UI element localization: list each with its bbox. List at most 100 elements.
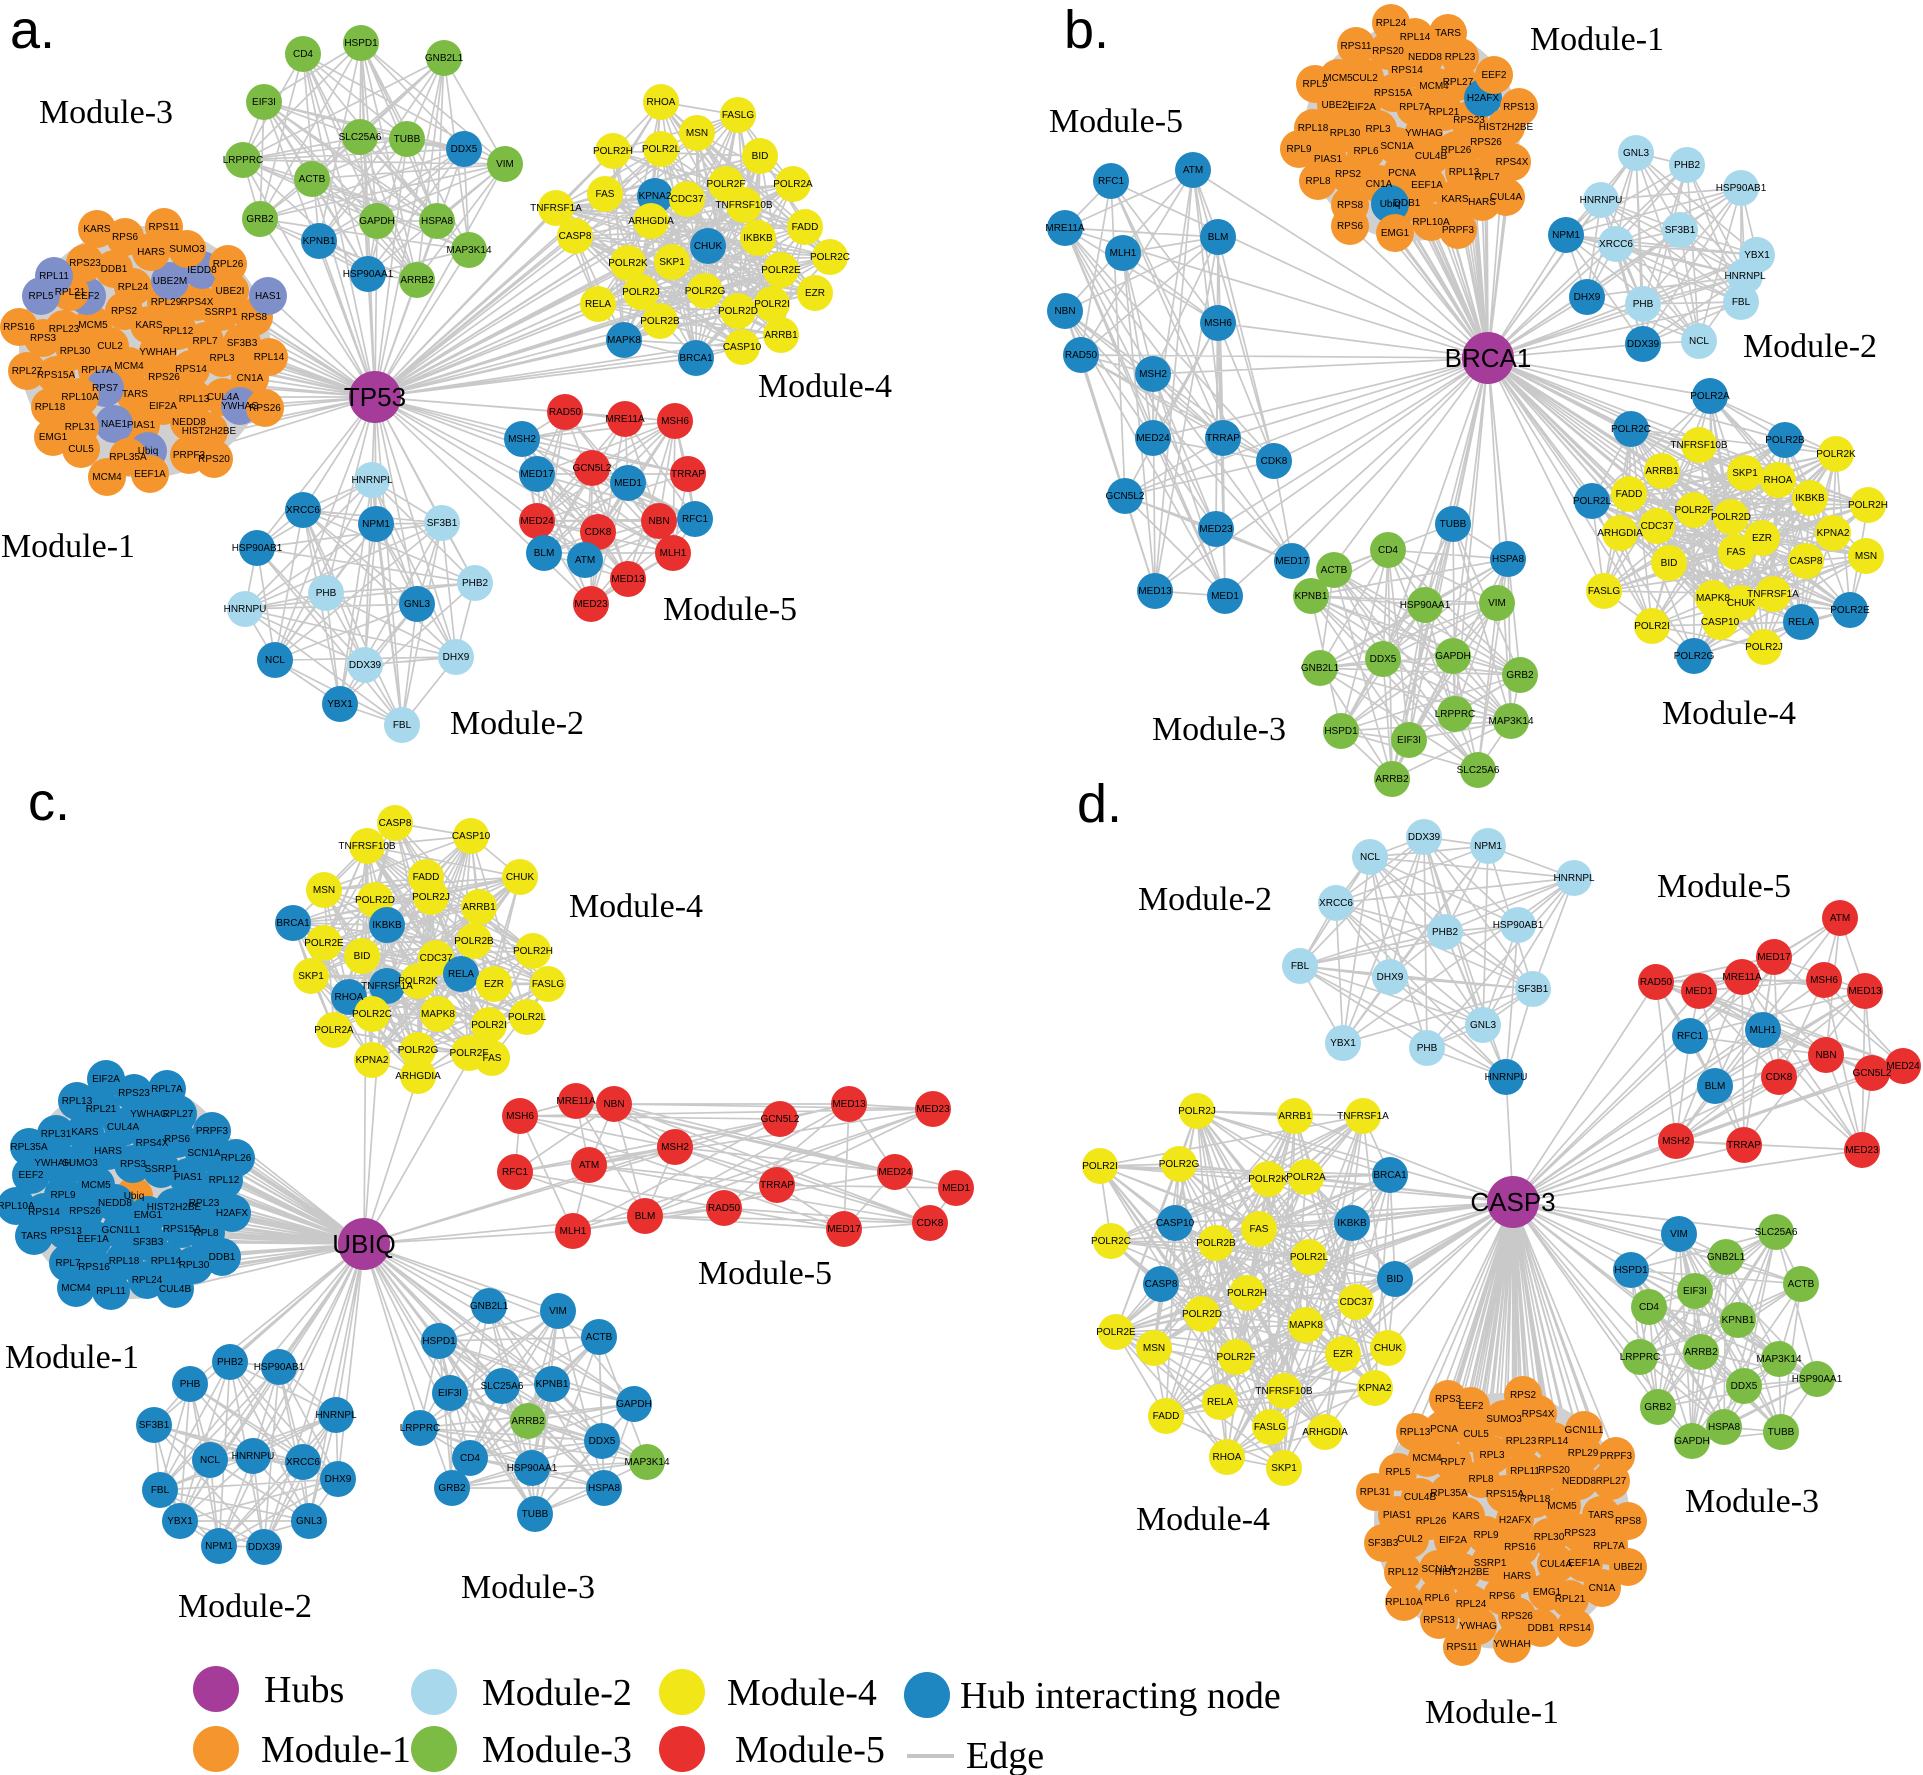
svg-text:NEDD8: NEDD8 bbox=[172, 417, 206, 428]
svg-text:GNL3: GNL3 bbox=[1470, 1020, 1497, 1031]
svg-text:TRRAP: TRRAP bbox=[760, 1180, 794, 1191]
svg-text:MED17: MED17 bbox=[520, 469, 554, 480]
svg-text:RPL3: RPL3 bbox=[209, 353, 234, 364]
svg-text:DDB1: DDB1 bbox=[101, 264, 128, 275]
svg-text:VIM: VIM bbox=[549, 1306, 567, 1317]
svg-text:EEF1A: EEF1A bbox=[134, 469, 166, 480]
svg-text:UBE2I: UBE2I bbox=[1322, 100, 1351, 111]
svg-text:RPL7A: RPL7A bbox=[1399, 102, 1431, 113]
svg-text:POLR2F: POLR2F bbox=[1675, 505, 1714, 516]
svg-text:HSP90AA1: HSP90AA1 bbox=[343, 269, 394, 280]
svg-text:RPS26: RPS26 bbox=[1501, 1611, 1533, 1622]
svg-text:POLR2E: POLR2E bbox=[761, 265, 801, 276]
svg-text:XRCC6: XRCC6 bbox=[286, 1457, 320, 1468]
svg-text:GAPDH: GAPDH bbox=[1435, 651, 1471, 662]
svg-text:CHUK: CHUK bbox=[1374, 1343, 1403, 1354]
svg-text:GNB2L1: GNB2L1 bbox=[425, 53, 464, 64]
svg-text:RPS2: RPS2 bbox=[111, 306, 138, 317]
svg-text:CHUK: CHUK bbox=[694, 241, 723, 252]
svg-text:c.: c. bbox=[28, 772, 70, 832]
svg-text:RPS6: RPS6 bbox=[1489, 1591, 1516, 1602]
svg-text:MED1: MED1 bbox=[614, 478, 642, 489]
svg-text:XRCC6: XRCC6 bbox=[1599, 239, 1633, 250]
svg-text:MAPK8: MAPK8 bbox=[421, 1009, 455, 1020]
svg-text:FASLG: FASLG bbox=[722, 110, 754, 121]
svg-text:MSN: MSN bbox=[1143, 1343, 1165, 1354]
svg-text:EEF2: EEF2 bbox=[74, 291, 99, 302]
svg-text:MED23: MED23 bbox=[1845, 1145, 1879, 1156]
svg-text:DDX39: DDX39 bbox=[1627, 339, 1660, 350]
svg-text:RPS6: RPS6 bbox=[164, 1134, 191, 1145]
svg-text:CUL4A: CUL4A bbox=[207, 392, 240, 403]
svg-text:NEDD8: NEDD8 bbox=[1408, 52, 1442, 63]
svg-text:RPS15A: RPS15A bbox=[1374, 88, 1413, 99]
svg-text:YBX1: YBX1 bbox=[167, 1516, 193, 1527]
svg-text:CUL4B: CUL4B bbox=[159, 1284, 192, 1295]
svg-text:YWHAG: YWHAG bbox=[1459, 1621, 1497, 1632]
svg-text:SCN1A: SCN1A bbox=[1421, 1564, 1455, 1575]
svg-text:HNRNPL: HNRNPL bbox=[1553, 873, 1595, 884]
svg-text:RPL13: RPL13 bbox=[62, 1096, 93, 1107]
svg-text:CUL2: CUL2 bbox=[97, 341, 123, 352]
svg-text:RPL21: RPL21 bbox=[86, 1104, 117, 1115]
svg-text:CUL2: CUL2 bbox=[1352, 73, 1378, 84]
svg-text:ARHGDIA: ARHGDIA bbox=[1302, 1427, 1348, 1438]
svg-text:Hub interacting node: Hub interacting node bbox=[960, 1675, 1281, 1717]
svg-text:RPL21: RPL21 bbox=[1555, 1594, 1586, 1605]
svg-text:RPS11: RPS11 bbox=[1341, 41, 1372, 52]
svg-text:Ubiq: Ubiq bbox=[124, 1191, 145, 1202]
svg-text:RPS3: RPS3 bbox=[30, 333, 57, 344]
svg-text:MSH6: MSH6 bbox=[1204, 318, 1232, 329]
svg-text:KPNB1: KPNB1 bbox=[303, 236, 336, 247]
svg-text:RPS8: RPS8 bbox=[1615, 1516, 1642, 1527]
svg-text:FAS: FAS bbox=[483, 1053, 502, 1064]
svg-text:HSP90AB1: HSP90AB1 bbox=[254, 1362, 305, 1373]
svg-text:GRB2: GRB2 bbox=[246, 214, 274, 225]
svg-text:Module-5: Module-5 bbox=[698, 1255, 832, 1292]
svg-text:HSPA8: HSPA8 bbox=[588, 1483, 620, 1494]
svg-text:DDX39: DDX39 bbox=[1408, 832, 1441, 843]
svg-text:TUBB: TUBB bbox=[522, 1509, 549, 1520]
svg-text:RPL14: RPL14 bbox=[254, 352, 285, 363]
svg-text:POLR2A: POLR2A bbox=[1690, 391, 1730, 402]
svg-text:RPS6: RPS6 bbox=[112, 232, 139, 243]
svg-text:HNRNPU: HNRNPU bbox=[1580, 195, 1623, 206]
svg-text:HSP90AA1: HSP90AA1 bbox=[1400, 600, 1451, 611]
svg-text:POLR2C: POLR2C bbox=[810, 252, 850, 263]
svg-text:Edge: Edge bbox=[966, 1735, 1044, 1775]
svg-text:RPS7: RPS7 bbox=[92, 383, 119, 394]
svg-text:TARS: TARS bbox=[122, 389, 148, 400]
svg-text:EIF2A: EIF2A bbox=[92, 1074, 120, 1085]
svg-text:LRPPRC: LRPPRC bbox=[400, 1423, 441, 1434]
svg-text:CASP8: CASP8 bbox=[379, 818, 412, 829]
svg-text:MLH1: MLH1 bbox=[660, 548, 687, 559]
svg-text:MSH6: MSH6 bbox=[661, 416, 689, 427]
svg-text:POLR2G: POLR2G bbox=[1159, 1159, 1200, 1170]
svg-text:HNRNPL: HNRNPL bbox=[351, 475, 393, 486]
svg-text:HSPD1: HSPD1 bbox=[422, 1336, 456, 1347]
svg-text:RPS8: RPS8 bbox=[1337, 200, 1364, 211]
svg-text:RPS3: RPS3 bbox=[1435, 1394, 1462, 1405]
svg-text:CASP10: CASP10 bbox=[1156, 1218, 1195, 1229]
svg-text:TNFRSF1A: TNFRSF1A bbox=[1747, 589, 1799, 600]
svg-text:RPL6: RPL6 bbox=[1353, 146, 1378, 157]
svg-text:XRCC6: XRCC6 bbox=[1319, 898, 1353, 909]
svg-text:RPL31: RPL31 bbox=[65, 422, 96, 433]
svg-text:RPS2: RPS2 bbox=[1335, 169, 1362, 180]
svg-text:SKP1: SKP1 bbox=[1271, 1463, 1297, 1474]
svg-text:Module-3: Module-3 bbox=[1152, 711, 1286, 748]
svg-text:Module-5: Module-5 bbox=[735, 1729, 885, 1771]
svg-text:VIM: VIM bbox=[496, 159, 514, 170]
svg-text:ACTB: ACTB bbox=[1321, 565, 1348, 576]
svg-text:EEF1A: EEF1A bbox=[1568, 1558, 1600, 1569]
svg-text:H2AFX: H2AFX bbox=[1499, 1515, 1532, 1526]
svg-text:RELA: RELA bbox=[1788, 617, 1814, 628]
svg-text:TNFRSF1A: TNFRSF1A bbox=[1337, 1111, 1389, 1122]
svg-text:KARS: KARS bbox=[135, 320, 163, 331]
svg-text:MSH2: MSH2 bbox=[508, 434, 536, 445]
svg-text:MSN: MSN bbox=[313, 885, 335, 896]
svg-text:RPL10A: RPL10A bbox=[1412, 217, 1450, 228]
svg-text:TRRAP: TRRAP bbox=[1727, 1140, 1761, 1151]
svg-text:SLC25A6: SLC25A6 bbox=[339, 132, 382, 143]
svg-text:KARS: KARS bbox=[83, 224, 111, 235]
